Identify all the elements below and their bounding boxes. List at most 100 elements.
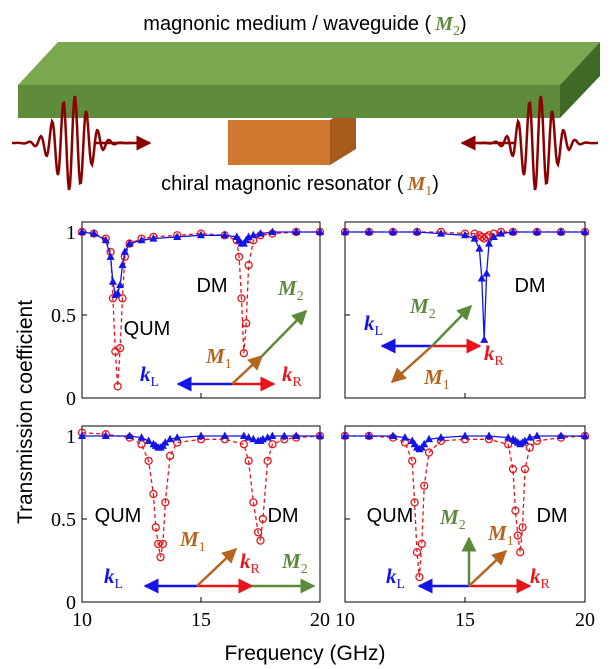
vector-subscript: 2 [429,307,436,322]
point [408,456,417,466]
point [482,268,491,277]
point [125,239,134,247]
point [525,433,534,441]
point [118,260,127,269]
point [173,433,182,441]
point [244,433,253,441]
vector-subscript: L [397,577,406,592]
point [125,431,134,439]
annotation: DM [514,275,545,297]
point [253,528,263,537]
point [557,431,565,439]
point [511,506,520,515]
point [120,247,129,255]
point [101,235,110,244]
vector-symbol: k [484,341,495,365]
point [149,234,158,242]
vector-symbol: M [277,276,298,300]
vector-subscript: 1 [225,357,232,372]
point [513,531,522,540]
point [420,481,429,490]
point [258,514,268,524]
point [158,539,168,549]
label-subscript: 1 [425,184,432,199]
vector-symbol: k [364,311,375,335]
x-tick-label: 20 [575,609,595,631]
y-tick-label: 0.5 [51,509,76,531]
point [410,498,419,507]
point [280,431,289,439]
point [412,548,422,557]
label-text: ) [432,173,439,195]
vector-symbol: M [409,294,430,318]
x-tick-label: 15 [191,609,211,631]
vector-label: kR [530,564,551,592]
vector-symbol: k [140,362,151,386]
point [244,456,253,466]
vector-label: M2 [439,505,466,533]
point [197,431,205,439]
point [220,230,229,239]
point [113,382,122,391]
point [108,277,117,285]
point [292,431,301,439]
point [525,443,534,452]
vector-symbol: k [240,549,251,573]
waveguide-side [560,42,600,118]
point [106,252,115,260]
vector-symbol: M [439,505,460,529]
point [470,234,479,242]
vector-label: kL [140,362,159,390]
label-symbol: M [406,173,426,195]
annotation: QUM [95,505,142,527]
point [249,498,258,507]
point [242,319,251,328]
point [401,433,409,441]
point [239,440,248,449]
point [268,431,277,439]
vector-subscript: R [251,562,261,577]
resonator-side [330,104,356,165]
point [417,539,426,549]
point [425,434,433,443]
point [485,431,493,439]
y-tick-label: 0.5 [51,305,76,327]
y-tick-label: 1 [66,426,76,448]
point [149,489,158,499]
y-tick-label: 0 [66,592,76,614]
label-text: chiral magnonic resonator ( [161,173,404,195]
label-text: magnonic medium / waveguide ( [143,13,431,35]
point [489,232,498,240]
point [437,433,445,441]
vector-label: M1 [205,344,232,372]
vector-label: M2 [409,294,436,322]
series-line [345,231,585,340]
point [533,431,541,439]
point [151,523,160,532]
waveguide-label: magnonic medium / waveguide (M2) [143,13,466,39]
vector-subscript: L [375,324,384,339]
point [420,439,429,448]
point [256,229,265,237]
point [581,227,589,235]
waveguide-top [18,42,600,85]
point [518,523,527,532]
x-axis-label: Frequency (GHz) [224,642,385,665]
point [116,280,125,289]
point [144,456,153,466]
point [477,273,486,282]
vector-label: M2 [281,549,308,577]
point [509,227,517,235]
vector-label: kR [484,341,505,369]
point [89,229,98,237]
vector-symbol: M [281,549,302,573]
point [78,227,86,235]
point [581,431,589,439]
vector-subscript: L [151,375,160,390]
point [166,434,175,443]
vector-subscript: 2 [301,562,308,577]
point [115,344,125,353]
vector-label: kL [104,564,123,592]
